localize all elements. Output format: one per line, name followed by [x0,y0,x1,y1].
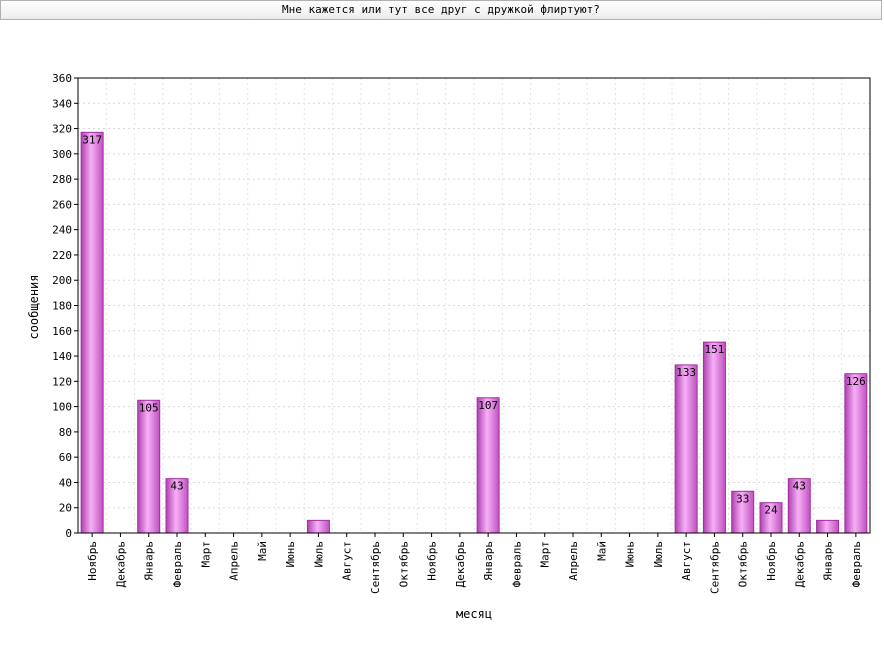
x-tick-label: Март [539,541,552,568]
value-label: 33 [736,492,749,505]
y-tick-label: 200 [52,274,72,287]
y-tick-label: 340 [52,97,72,110]
x-tick-label: Март [199,541,212,568]
value-label: 43 [793,480,806,493]
x-tick-label: Июнь [284,541,297,568]
x-tick-label: Ноябрь [765,541,778,581]
x-tick-label: Декабрь [114,541,127,587]
bar [137,399,161,534]
x-tick-label: Апрель [567,541,580,581]
bar [476,397,500,534]
y-tick-label: 20 [59,502,72,515]
y-tick-label: 260 [52,198,72,211]
y-axis-label: сообщения [27,274,41,339]
x-tick-label: Ноябрь [426,541,439,581]
bar [816,519,840,534]
grid [77,77,871,533]
y-tick-label: 60 [59,451,72,464]
bar [844,373,868,534]
x-tick-label: Сентябрь [708,541,721,594]
x-tick-label: Декабрь [454,541,467,587]
x-tick-label: Февраль [510,541,523,587]
x-tick-label: Август [341,541,354,581]
x-tick-label: Июнь [624,541,637,568]
x-tick-label: Февраль [850,541,863,587]
bar [702,341,726,534]
value-label: 24 [764,504,778,517]
x-axis-label: месяц [456,607,492,621]
y-tick-label: 80 [59,426,72,439]
x-tick-label: Октябрь [737,541,750,587]
x-tick-label: Июль [312,541,325,568]
axes: 0 20 40 60 80 100 120 140 160 180 200 220 240 260 280 3… [52,72,871,594]
bar-chart: 317 105 43 107 133 151 33 24 43 126 0 20 40 60 80 100 1… [27,72,871,621]
y-tick-label: 40 [59,476,72,489]
chart-area: 317 105 43 107 133 151 33 24 43 126 0 20 40 60 80 100 1… [0,22,884,650]
x-tick-label: Август [680,541,693,581]
y-tick-label: 140 [52,350,72,363]
x-tick-label: Январь [482,541,495,581]
x-tick-label: Январь [143,541,156,581]
x-tick-label: Апрель [228,541,241,581]
y-tick-label: 240 [52,224,72,237]
value-label: 151 [704,343,724,356]
y-tick-label: 160 [52,325,72,338]
value-label: 133 [676,366,696,379]
y-tick-label: 300 [52,148,72,161]
value-label: 107 [478,399,498,412]
value-label: 317 [82,133,102,146]
chart-title: Мне кажется или тут все друг с дружкой ф… [0,0,882,20]
y-tick-label: 280 [52,173,72,186]
y-tick-label: 220 [52,249,72,262]
y-tick-label: 120 [52,375,72,388]
y-tick-label: 320 [52,123,72,136]
y-tick-label: 180 [52,300,72,313]
value-labels: 317 105 43 107 133 151 33 24 43 126 [82,133,866,516]
plot-frame [77,77,871,534]
x-tick-label: Январь [822,541,835,581]
x-tick-label: Декабрь [793,541,806,587]
x-tick-label: Май [595,541,608,561]
value-label: 126 [846,375,866,388]
y-tick-label: 100 [52,401,72,414]
bars [80,131,868,534]
x-tick-label: Октябрь [397,541,410,587]
y-tick-label: 360 [52,72,72,85]
x-tick-label: Июль [652,541,665,568]
value-label: 105 [139,401,159,414]
x-tick-label: Ноябрь [86,541,99,581]
bar [674,364,698,534]
x-tick-label: Май [256,541,269,561]
x-tick-label: Февраль [171,541,184,587]
bar [306,519,330,534]
x-tick-label: Сентябрь [369,541,382,594]
value-label: 43 [170,480,183,493]
y-tick-label: 0 [65,527,72,540]
bar [80,131,104,534]
